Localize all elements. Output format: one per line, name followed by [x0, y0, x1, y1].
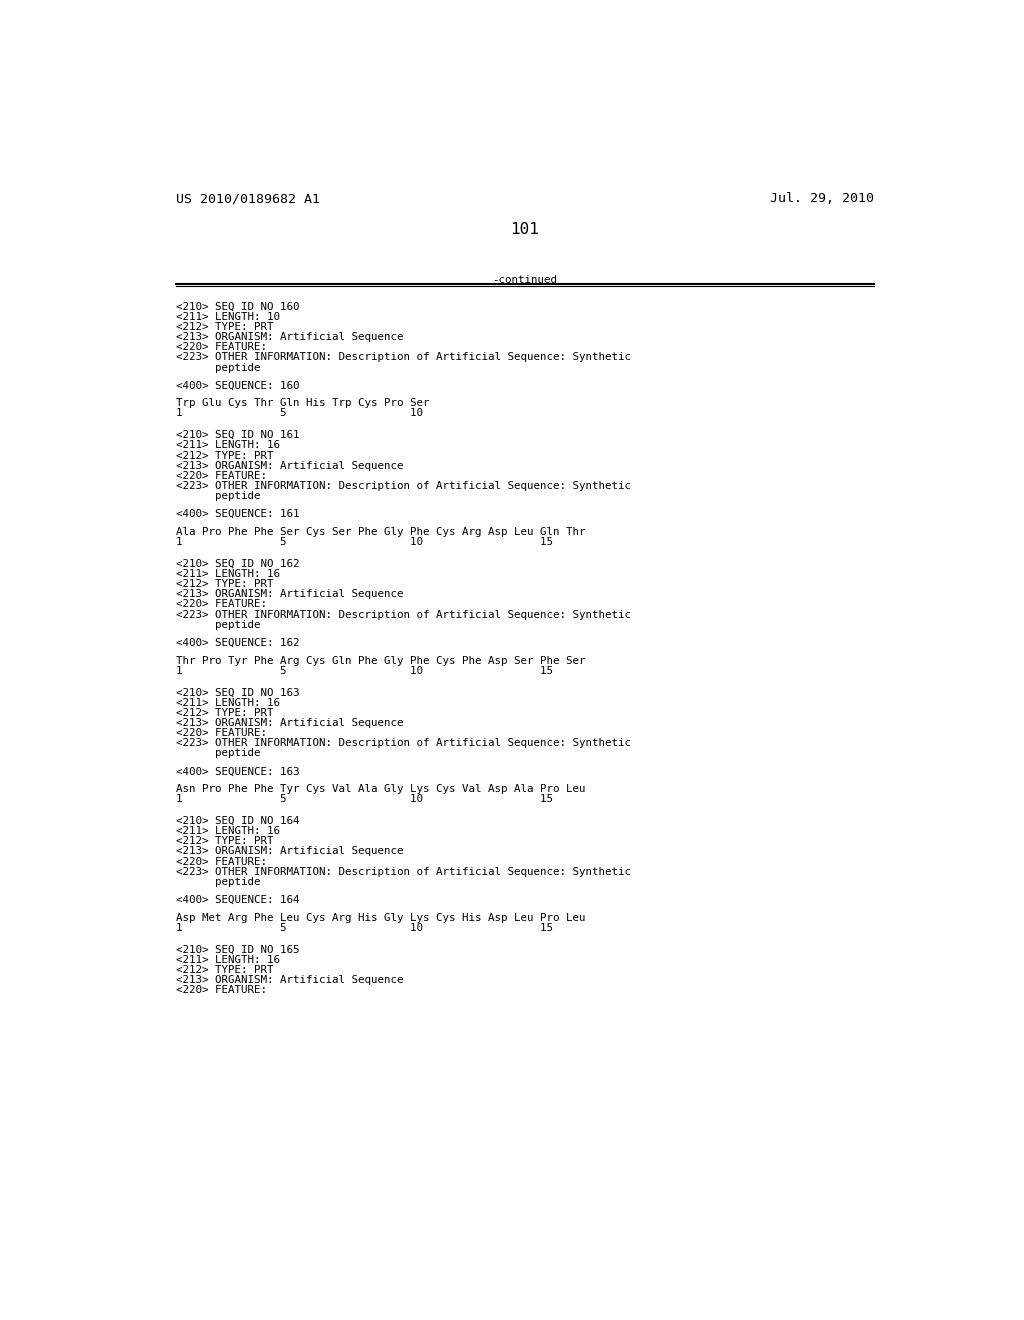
Text: Thr Pro Tyr Phe Arg Cys Gln Phe Gly Phe Cys Phe Asp Ser Phe Ser: Thr Pro Tyr Phe Arg Cys Gln Phe Gly Phe … [176, 656, 586, 665]
Text: <400> SEQUENCE: 161: <400> SEQUENCE: 161 [176, 510, 300, 519]
Text: US 2010/0189682 A1: US 2010/0189682 A1 [176, 193, 321, 206]
Text: <210> SEQ ID NO 165: <210> SEQ ID NO 165 [176, 945, 300, 954]
Text: <210> SEQ ID NO 160: <210> SEQ ID NO 160 [176, 302, 300, 312]
Text: <223> OTHER INFORMATION: Description of Artificial Sequence: Synthetic: <223> OTHER INFORMATION: Description of … [176, 352, 631, 363]
Text: 1               5                   10: 1 5 10 [176, 408, 423, 418]
Text: <220> FEATURE:: <220> FEATURE: [176, 729, 267, 738]
Text: <213> ORGANISM: Artificial Sequence: <213> ORGANISM: Artificial Sequence [176, 846, 403, 857]
Text: <400> SEQUENCE: 164: <400> SEQUENCE: 164 [176, 895, 300, 904]
Text: <211> LENGTH: 16: <211> LENGTH: 16 [176, 826, 280, 836]
Text: <211> LENGTH: 16: <211> LENGTH: 16 [176, 569, 280, 579]
Text: <212> TYPE: PRT: <212> TYPE: PRT [176, 579, 273, 589]
Text: 1               5                   10                  15: 1 5 10 15 [176, 537, 553, 546]
Text: peptide: peptide [176, 491, 260, 502]
Text: 1               5                   10                  15: 1 5 10 15 [176, 795, 553, 804]
Text: 1               5                   10                  15: 1 5 10 15 [176, 923, 553, 933]
Text: <223> OTHER INFORMATION: Description of Artificial Sequence: Synthetic: <223> OTHER INFORMATION: Description of … [176, 610, 631, 619]
Text: Trp Glu Cys Thr Gln His Trp Cys Pro Ser: Trp Glu Cys Thr Gln His Trp Cys Pro Ser [176, 399, 429, 408]
Text: <211> LENGTH: 16: <211> LENGTH: 16 [176, 441, 280, 450]
Text: <213> ORGANISM: Artificial Sequence: <213> ORGANISM: Artificial Sequence [176, 333, 403, 342]
Text: -continued: -continued [493, 276, 557, 285]
Text: Ala Pro Phe Phe Ser Cys Ser Phe Gly Phe Cys Arg Asp Leu Gln Thr: Ala Pro Phe Phe Ser Cys Ser Phe Gly Phe … [176, 527, 586, 537]
Text: <223> OTHER INFORMATION: Description of Artificial Sequence: Synthetic: <223> OTHER INFORMATION: Description of … [176, 867, 631, 876]
Text: peptide: peptide [176, 876, 260, 887]
Text: <212> TYPE: PRT: <212> TYPE: PRT [176, 965, 273, 975]
Text: <223> OTHER INFORMATION: Description of Artificial Sequence: Synthetic: <223> OTHER INFORMATION: Description of … [176, 480, 631, 491]
Text: peptide: peptide [176, 620, 260, 630]
Text: <400> SEQUENCE: 160: <400> SEQUENCE: 160 [176, 380, 300, 391]
Text: <210> SEQ ID NO 164: <210> SEQ ID NO 164 [176, 816, 300, 826]
Text: Jul. 29, 2010: Jul. 29, 2010 [770, 193, 873, 206]
Text: <220> FEATURE:: <220> FEATURE: [176, 342, 267, 352]
Text: <210> SEQ ID NO 162: <210> SEQ ID NO 162 [176, 558, 300, 569]
Text: <400> SEQUENCE: 162: <400> SEQUENCE: 162 [176, 638, 300, 648]
Text: <210> SEQ ID NO 163: <210> SEQ ID NO 163 [176, 688, 300, 697]
Text: <213> ORGANISM: Artificial Sequence: <213> ORGANISM: Artificial Sequence [176, 461, 403, 471]
Text: peptide: peptide [176, 748, 260, 759]
Text: 1               5                   10                  15: 1 5 10 15 [176, 665, 553, 676]
Text: <213> ORGANISM: Artificial Sequence: <213> ORGANISM: Artificial Sequence [176, 718, 403, 727]
Text: <211> LENGTH: 10: <211> LENGTH: 10 [176, 312, 280, 322]
Text: <400> SEQUENCE: 163: <400> SEQUENCE: 163 [176, 766, 300, 776]
Text: <213> ORGANISM: Artificial Sequence: <213> ORGANISM: Artificial Sequence [176, 975, 403, 985]
Text: Asn Pro Phe Phe Tyr Cys Val Ala Gly Lys Cys Val Asp Ala Pro Leu: Asn Pro Phe Phe Tyr Cys Val Ala Gly Lys … [176, 784, 586, 795]
Text: 101: 101 [510, 222, 540, 236]
Text: Asp Met Arg Phe Leu Cys Arg His Gly Lys Cys His Asp Leu Pro Leu: Asp Met Arg Phe Leu Cys Arg His Gly Lys … [176, 912, 586, 923]
Text: peptide: peptide [176, 363, 260, 372]
Text: <220> FEATURE:: <220> FEATURE: [176, 857, 267, 867]
Text: <212> TYPE: PRT: <212> TYPE: PRT [176, 837, 273, 846]
Text: <220> FEATURE:: <220> FEATURE: [176, 599, 267, 610]
Text: <223> OTHER INFORMATION: Description of Artificial Sequence: Synthetic: <223> OTHER INFORMATION: Description of … [176, 738, 631, 748]
Text: <212> TYPE: PRT: <212> TYPE: PRT [176, 708, 273, 718]
Text: <212> TYPE: PRT: <212> TYPE: PRT [176, 322, 273, 331]
Text: <210> SEQ ID NO 161: <210> SEQ ID NO 161 [176, 430, 300, 440]
Text: <213> ORGANISM: Artificial Sequence: <213> ORGANISM: Artificial Sequence [176, 589, 403, 599]
Text: <220> FEATURE:: <220> FEATURE: [176, 471, 267, 480]
Text: <212> TYPE: PRT: <212> TYPE: PRT [176, 450, 273, 461]
Text: <211> LENGTH: 16: <211> LENGTH: 16 [176, 954, 280, 965]
Text: <220> FEATURE:: <220> FEATURE: [176, 985, 267, 995]
Text: <211> LENGTH: 16: <211> LENGTH: 16 [176, 697, 280, 708]
